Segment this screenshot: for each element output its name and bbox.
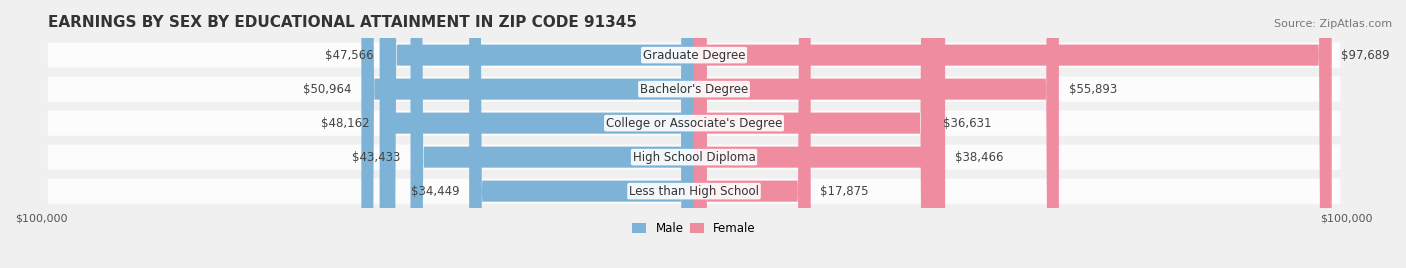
Text: $34,449: $34,449 [411,185,460,198]
FancyBboxPatch shape [695,0,934,268]
Text: Source: ZipAtlas.com: Source: ZipAtlas.com [1274,19,1392,29]
FancyBboxPatch shape [695,0,945,268]
FancyBboxPatch shape [48,77,1340,102]
Text: $50,964: $50,964 [304,83,352,96]
Text: Bachelor's Degree: Bachelor's Degree [640,83,748,96]
FancyBboxPatch shape [48,43,1340,68]
FancyBboxPatch shape [48,110,1340,136]
Legend: Male, Female: Male, Female [627,217,761,240]
Text: $43,433: $43,433 [353,151,401,164]
Text: EARNINGS BY SEX BY EDUCATIONAL ATTAINMENT IN ZIP CODE 91345: EARNINGS BY SEX BY EDUCATIONAL ATTAINMEN… [48,15,637,30]
FancyBboxPatch shape [695,0,1059,268]
FancyBboxPatch shape [695,0,1331,268]
Text: $55,893: $55,893 [1069,83,1116,96]
FancyBboxPatch shape [384,0,695,268]
Text: High School Diploma: High School Diploma [633,151,755,164]
Text: Less than High School: Less than High School [628,185,759,198]
FancyBboxPatch shape [380,0,695,268]
Text: $36,631: $36,631 [943,117,991,130]
FancyBboxPatch shape [361,0,695,268]
FancyBboxPatch shape [470,0,695,268]
Text: $48,162: $48,162 [321,117,370,130]
FancyBboxPatch shape [695,0,811,268]
Text: $97,689: $97,689 [1341,49,1391,62]
Text: Graduate Degree: Graduate Degree [643,49,745,62]
FancyBboxPatch shape [411,0,695,268]
Text: $47,566: $47,566 [325,49,374,62]
FancyBboxPatch shape [48,178,1340,204]
Text: $17,875: $17,875 [821,185,869,198]
Text: College or Associate's Degree: College or Associate's Degree [606,117,782,130]
FancyBboxPatch shape [48,144,1340,170]
Text: $38,466: $38,466 [955,151,1004,164]
